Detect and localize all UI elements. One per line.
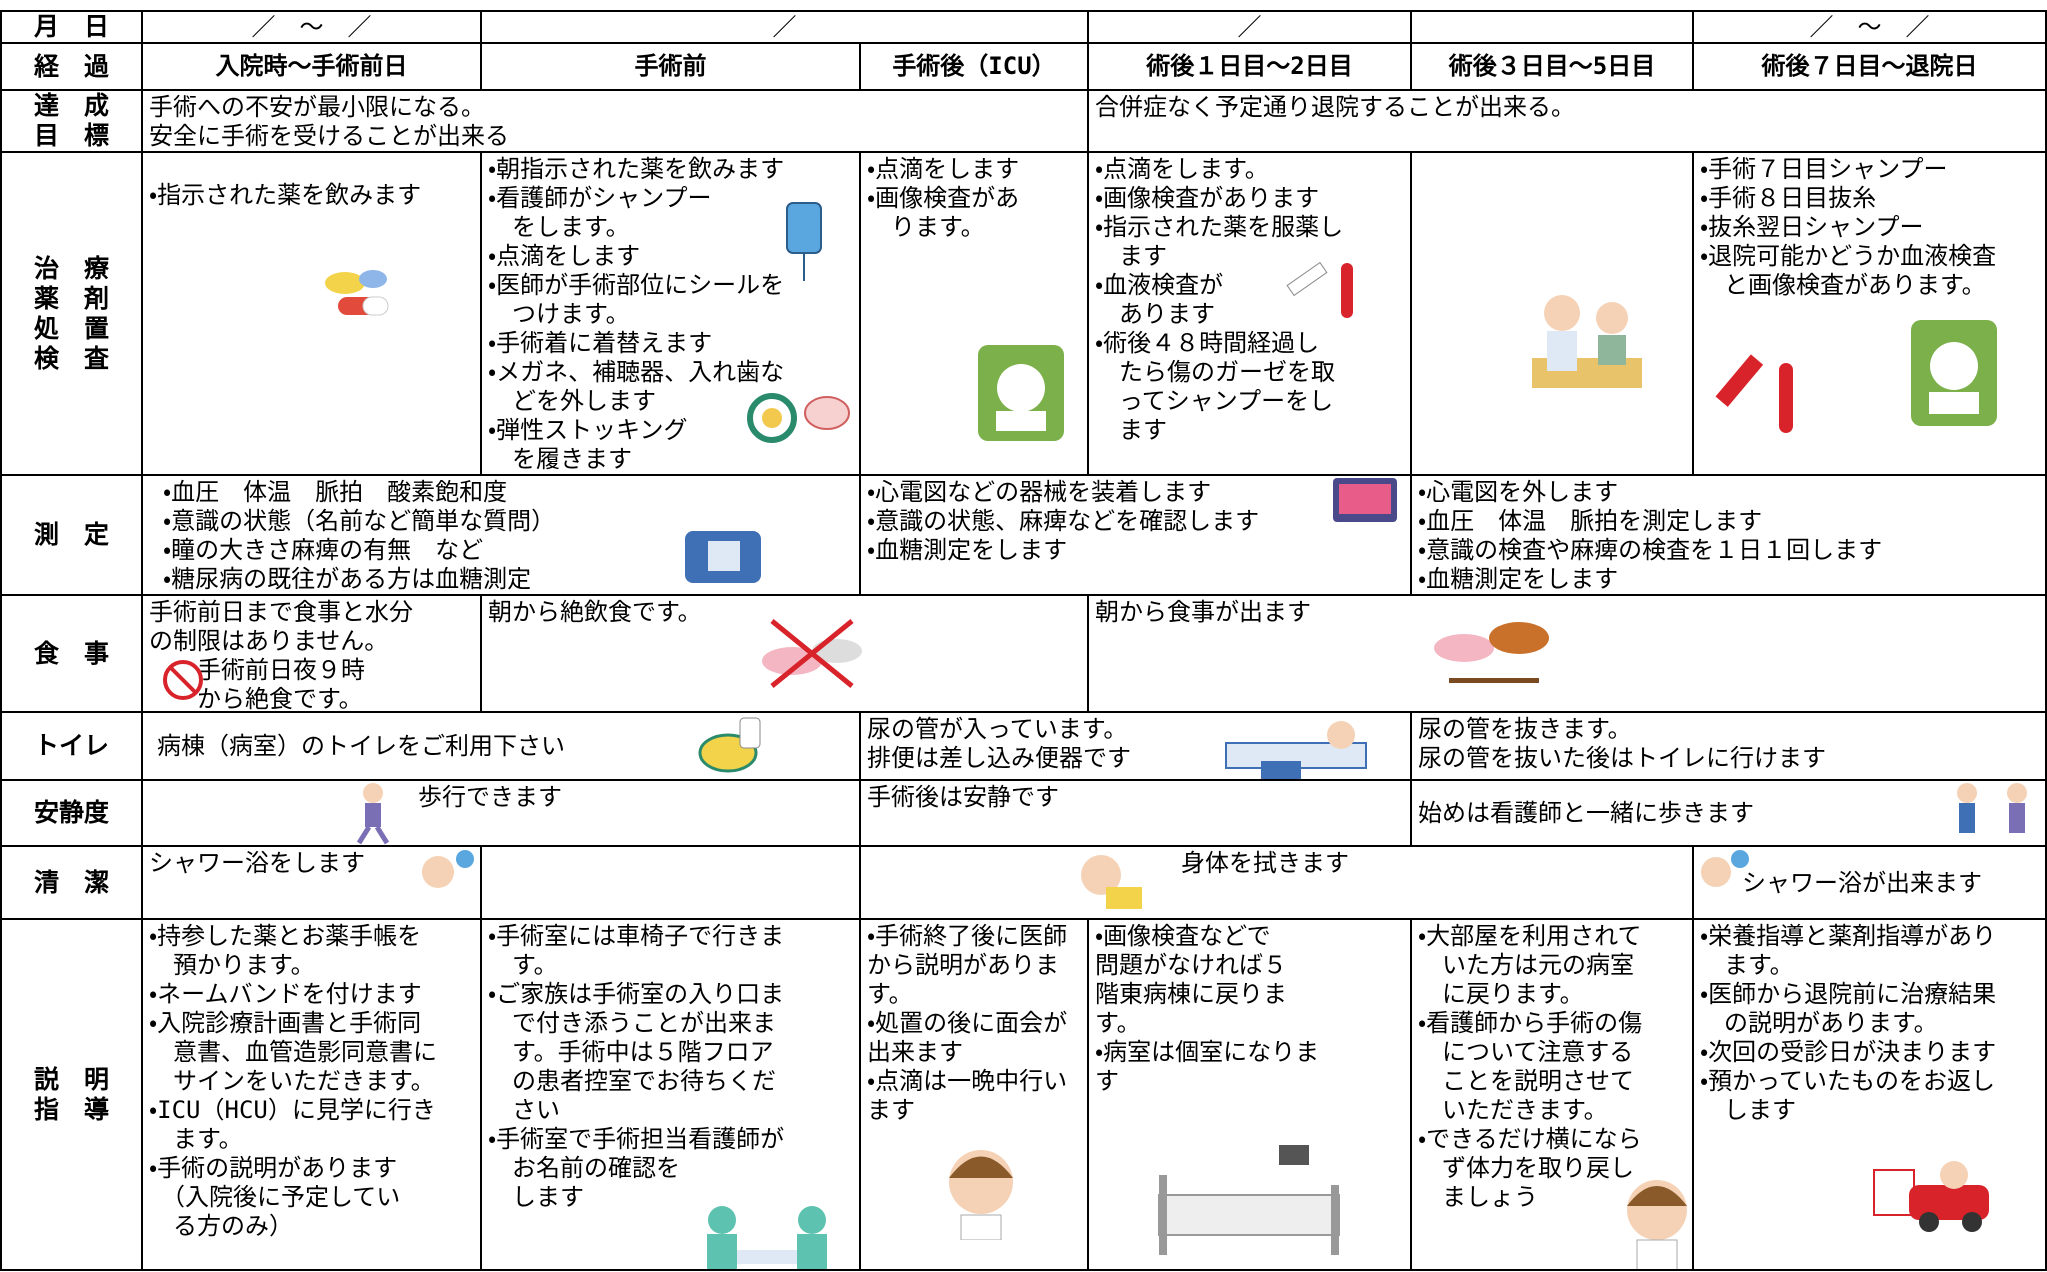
meal-cell: 手術前日まで食事と水分 の制限はありません。 手術前日夜９時 から絶食です。 xyxy=(143,596,482,713)
nurse-icon xyxy=(1627,1180,1687,1269)
treatment-cell: ・朝指示された薬を飲みます ・看護師がシャンプー をします。 ・点滴をします ・… xyxy=(482,153,861,476)
cell-text: ・朝指示された薬を飲みます ・看護師がシャンプー をします。 ・点滴をします ・… xyxy=(488,155,785,473)
cell-text: 歩行できます xyxy=(418,783,562,811)
nurse-icon xyxy=(949,1150,1013,1240)
row-label: 清 潔 xyxy=(2,847,143,920)
cell-text: ・画像検査などで 問題がなければ５ 階東病棟に戻りま す。 ・病室は個室になりま… xyxy=(1095,922,1320,1095)
activity-cell: 歩行できます xyxy=(143,781,861,847)
watch-icon xyxy=(747,393,850,443)
explain-cell: ・持参した薬とお薬手帳を 預かります。 ・ネームバンドを付けます ・入院診療計画… xyxy=(143,920,482,1271)
cell-text: シャワー浴が出来ます xyxy=(1742,869,1982,897)
ward-bed-icon xyxy=(1158,1145,1340,1255)
hygiene-cell: 身体を拭きます xyxy=(861,847,1694,920)
activity-cell: 手術後は安静です xyxy=(861,781,1412,847)
surgery-icon xyxy=(707,1206,827,1269)
cell-text: ・指示された薬を飲みます xyxy=(149,181,422,209)
treatment-cell: ・指示された薬を飲みます xyxy=(143,153,482,476)
treatment-cell: ・点滴をします ・画像検査があ ります。 xyxy=(861,153,1089,476)
row-label: 説 明 指 導 xyxy=(2,920,143,1271)
row-label: 食 事 xyxy=(2,596,143,713)
row-label: 達 成 目 標 xyxy=(2,91,143,153)
scanner-icon xyxy=(978,345,1064,441)
row-label: 経 過 xyxy=(2,44,143,91)
cell-text: 身体を拭きます xyxy=(1181,849,1349,877)
cell-text: 尿の管が入っています。 排便は差し込み便器です xyxy=(867,715,1131,772)
date-cell: ／ xyxy=(482,12,1089,44)
date-cell: ／ ～ ／ xyxy=(1694,12,2047,44)
row-label: 月 日 xyxy=(2,12,143,44)
explain-cell: ・大部屋を利用されて いた方は元の病室 に戻ります。 ・看護師から手術の傷 につ… xyxy=(1412,920,1694,1271)
date-cell xyxy=(1412,12,1694,44)
cell-text: ・大部屋を利用されて いた方は元の病室 に戻ります。 ・看護師から手術の傷 につ… xyxy=(1418,922,1643,1211)
measure-cell: ・心電図などの器械を装着します ・意識の状態、麻痺などを確認します ・血糖測定を… xyxy=(861,476,1412,596)
cell-text: ・血圧 体温 脈拍 酸素飽和度 ・意識の状態（名前など簡単な質問） ・瞳の大きさ… xyxy=(163,478,556,593)
cell-text: ・手術室には車椅子で行きま す。 ・ご家族は手術室の入り口ま で付き添うことが出… xyxy=(488,922,785,1211)
cell-text: ・点滴をします ・画像検査があ ります。 xyxy=(867,155,1020,241)
meal-icon xyxy=(1434,622,1549,683)
row-label: トイレ xyxy=(2,713,143,781)
row-label: 治 療 薬 剤 処 置 検 査 xyxy=(2,153,143,476)
treatment-cell xyxy=(1412,153,1694,476)
measure-cell: ・血圧 体温 脈拍 酸素飽和度 ・意識の状態（名前など簡単な質問） ・瞳の大きさ… xyxy=(143,476,861,596)
stage-header: 手術後（ICU） xyxy=(861,44,1089,91)
cell-text: ・点滴をします。 ・画像検査があります ・指示された薬を服薬し ます ・血液検査… xyxy=(1095,155,1344,444)
pills-icon xyxy=(325,270,389,316)
toilet-cell: 病棟（病室）のトイレをご利用下さい xyxy=(143,713,861,781)
explain-cell: ・手術終了後に医師 から説明がありま す。 ・処置の後に面会が 出来ます ・点滴… xyxy=(861,920,1089,1271)
measure-cell: ・心電図を外します ・血圧 体温 脈拍を測定します ・意識の検査や麻痺の検査を１… xyxy=(1412,476,2047,596)
row-label: 測 定 xyxy=(2,476,143,596)
explain-cell: ・手術室には車椅子で行きま す。 ・ご家族は手術室の入り口ま で付き添うことが出… xyxy=(482,920,861,1271)
toilet-cell: 尿の管が入っています。 排便は差し込み便器です xyxy=(861,713,1412,781)
treatment-cell: ・手術７日目シャンプー ・手術８日目抜糸 ・抜糸翌日シャンプー ・退院可能かどう… xyxy=(1694,153,2047,476)
cell-text: シャワー浴をします xyxy=(149,849,365,877)
hygiene-cell: シャワー浴をします xyxy=(143,847,482,920)
cell-text: ・手術７日目シャンプー ・手術８日目抜糸 ・抜糸翌日シャンプー ・退院可能かどう… xyxy=(1700,155,1997,299)
stage-header: 手術前 xyxy=(482,44,861,91)
cell-text: ・心電図などの器械を装着します ・意識の状態、麻痺などを確認します ・血糖測定を… xyxy=(867,478,1260,564)
nurse-walking-icon xyxy=(1957,783,2027,833)
date-cell: ／ xyxy=(1089,12,1412,44)
bp-monitor-icon xyxy=(685,531,761,583)
fasting-icon xyxy=(762,619,862,688)
cell-text: 始めは看護師と一緒に歩きます xyxy=(1418,798,1754,827)
cell-text: 朝から絶飲食です。 xyxy=(488,598,702,626)
stage-header: 術後３日目～5日目 xyxy=(1412,44,1694,91)
row-label: 安静度 xyxy=(2,781,143,847)
scanner-icon xyxy=(1911,320,1997,426)
car-icon xyxy=(1873,1161,1989,1232)
cell-text: 手術後は安静です xyxy=(867,783,1059,811)
wipe-icon xyxy=(1081,855,1142,909)
explain-cell: ・画像検査などで 問題がなければ５ 階東病棟に戻りま す。 ・病室は個室になりま… xyxy=(1089,920,1412,1271)
date-cell: ／ ～ ／ xyxy=(143,12,482,44)
stage-header: 入院時～手術前日 xyxy=(143,44,482,91)
stage-header: 術後７日目～退院日 xyxy=(1694,44,2047,91)
cell-text: 朝から食事が出ます xyxy=(1095,598,1311,626)
toilet-icon xyxy=(698,717,761,773)
explain-cell: ・栄養指導と薬剤指導があり ます。 ・医師から退院前に治療結果 の説明があります… xyxy=(1694,920,2047,1271)
cell-text: ・栄養指導と薬剤指導があり ます。 ・医師から退院前に治療結果 の説明があります… xyxy=(1700,922,1997,1124)
bed-icon xyxy=(1225,721,1367,779)
hygiene-cell xyxy=(482,847,861,920)
cell-text: 手術前日まで食事と水分 の制限はありません。 手術前日夜９時 から絶食です。 xyxy=(149,598,413,713)
pathway-table: 月 日 ／ ～ ／ ／ ／ ／ ～ ／ 経 過 入院時～手術前日 手術前 手術後… xyxy=(0,10,2047,1271)
doctor-icon xyxy=(1532,295,1642,388)
meal-cell: 朝から食事が出ます xyxy=(1089,596,2047,713)
toilet-cell: 尿の管を抜きます。 尿の管を抜いた後はトイレに行けます xyxy=(1412,713,2047,781)
shower-icon xyxy=(422,850,474,888)
hygiene-cell: シャワー浴が出来ます xyxy=(1694,847,2047,920)
cell-text: ・手術終了後に医師 から説明がありま す。 ・処置の後に面会が 出来ます ・点滴… xyxy=(867,922,1068,1124)
meal-cell: 朝から絶飲食です。 xyxy=(482,596,1089,713)
iv-bag-icon xyxy=(786,202,822,281)
blood-test-icon xyxy=(1715,354,1793,433)
activity-cell: 始めは看護師と一緒に歩きます xyxy=(1412,781,2047,847)
walking-icon xyxy=(356,783,390,845)
syringe-icon xyxy=(1286,261,1353,318)
goal-cell: 手術への不安が最小限になる。 安全に手術を受けることが出来る xyxy=(143,91,1089,153)
goal-cell: 合併症なく予定通り退院することが出来る。 xyxy=(1089,91,2047,153)
stage-header: 術後１日目～2日目 xyxy=(1089,44,1412,91)
treatment-cell: ・点滴をします。 ・画像検査があります ・指示された薬を服薬し ます ・血液検査… xyxy=(1089,153,1412,476)
cell-text: 病棟（病室）のトイレをご利用下さい xyxy=(157,731,565,760)
monitor-icon xyxy=(1333,478,1397,522)
